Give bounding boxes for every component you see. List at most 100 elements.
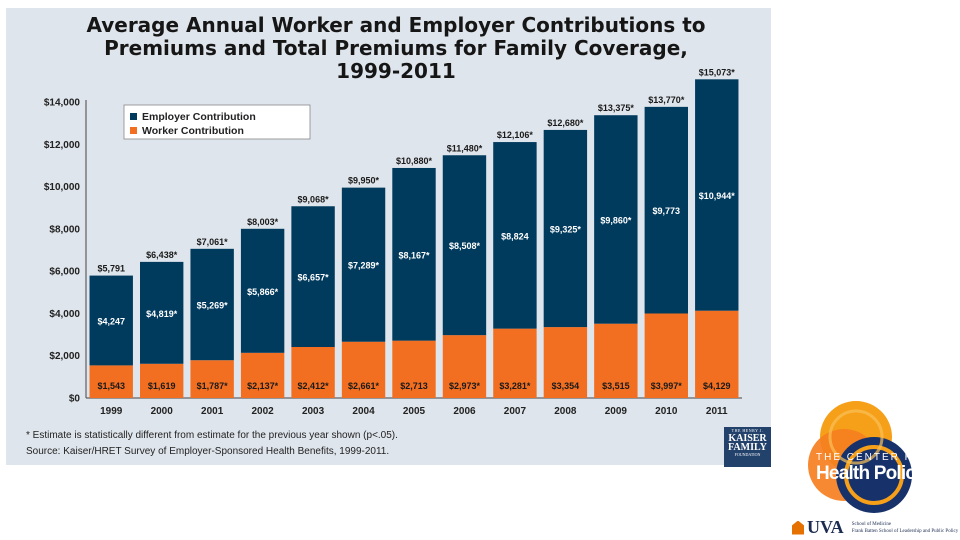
x-tick-label: 2011 bbox=[706, 406, 728, 417]
total-label: $13,375* bbox=[598, 103, 635, 113]
bar-worker-2007 bbox=[493, 328, 537, 398]
kaiser-family-foundation-logo: THE HENRY J. KAISER FAMILY FOUNDATION bbox=[724, 427, 771, 467]
x-tick-label: 2008 bbox=[554, 406, 577, 417]
total-label: $8,003* bbox=[247, 217, 279, 227]
title-line-1: Average Annual Worker and Employer Contr… bbox=[86, 13, 706, 37]
x-tick-label: 2006 bbox=[453, 406, 476, 417]
bar-employer-2005 bbox=[392, 167, 436, 341]
uva-logo: UVA School of Medicine Frank Batten Scho… bbox=[792, 517, 958, 538]
x-tick-label: 1999 bbox=[100, 406, 123, 417]
legend-box bbox=[123, 104, 311, 140]
bar-worker-2003 bbox=[291, 347, 335, 398]
center-logo-line-1: THE CENTER FOR bbox=[816, 452, 932, 463]
bar-employer-2000 bbox=[139, 261, 184, 364]
worker-value-label: $2,713 bbox=[400, 381, 428, 391]
employer-value-label: $10,944* bbox=[699, 191, 736, 201]
y-tick-label: $8,000 bbox=[49, 224, 80, 235]
kff-logo-line-4: FOUNDATION bbox=[734, 452, 761, 457]
uva-school-line-2: Frank Batten School of Leadership and Pu… bbox=[851, 528, 959, 534]
total-label: $12,680* bbox=[547, 118, 584, 128]
bar-worker-1999 bbox=[89, 365, 133, 398]
bar-worker-2004 bbox=[341, 341, 386, 398]
bar-employer-2008 bbox=[543, 129, 588, 328]
employer-value-label: $8,167* bbox=[398, 250, 430, 260]
x-tick-label: 2003 bbox=[302, 406, 325, 417]
total-label: $9,950* bbox=[348, 176, 380, 186]
worker-value-label: $3,281* bbox=[499, 381, 531, 391]
legend-label: Employer Contribution bbox=[142, 111, 256, 123]
total-label: $7,061* bbox=[197, 237, 229, 247]
employer-value-label: $8,824 bbox=[501, 231, 529, 241]
employer-value-label: $4,819* bbox=[146, 309, 178, 319]
bar-worker-2010 bbox=[644, 313, 689, 398]
kff-logo-line-3: FAMILY bbox=[728, 442, 767, 453]
total-label: $13,770* bbox=[648, 95, 685, 105]
worker-value-label: $1,787* bbox=[197, 381, 229, 391]
total-label: $10,880* bbox=[396, 156, 433, 166]
bar-employer-2004 bbox=[341, 187, 386, 342]
employer-value-label: $8,508* bbox=[449, 241, 481, 251]
employer-value-label: $7,289* bbox=[348, 261, 380, 271]
y-tick-label: $2,000 bbox=[49, 351, 80, 362]
employer-value-label: $9,860* bbox=[600, 215, 632, 225]
footnote-significance: * Estimate is statistically different fr… bbox=[26, 430, 398, 441]
employer-value-label: $4,247 bbox=[97, 316, 125, 326]
chart-title: Average Annual Worker and Employer Contr… bbox=[6, 14, 786, 83]
worker-value-label: $2,137* bbox=[247, 381, 279, 391]
worker-value-label: $4,129 bbox=[703, 381, 731, 391]
total-label: $6,438* bbox=[146, 250, 178, 260]
stacked-bar-chart: $0 $2,000 $4,000 $6,000 $8,000 $10,000 $12,000… bbox=[44, 67, 742, 417]
employer-value-label: $9,773 bbox=[653, 206, 681, 216]
bar-employer-2001 bbox=[190, 248, 234, 361]
bar-employer-2010 bbox=[644, 106, 689, 314]
x-tick-label: 2005 bbox=[403, 406, 426, 417]
worker-value-label: $3,515 bbox=[602, 381, 630, 391]
y-tick-label: $6,000 bbox=[49, 267, 80, 278]
bar-employer-2009 bbox=[594, 115, 638, 324]
legend-swatch bbox=[130, 113, 137, 120]
x-tick-label: 2000 bbox=[151, 406, 174, 417]
title-line-2: Premiums and Total Premiums for Family C… bbox=[104, 36, 688, 60]
chart-slide: Average Annual Worker and Employer Contr… bbox=[6, 8, 771, 467]
total-label: $9,068* bbox=[298, 194, 330, 204]
bar-worker-2002 bbox=[240, 352, 285, 398]
y-tick-label: $4,000 bbox=[49, 309, 80, 320]
y-tick-label: $14,000 bbox=[44, 98, 81, 109]
total-label: $12,106* bbox=[497, 130, 534, 140]
uva-school-names: School of Medicine Frank Batten School o… bbox=[852, 521, 959, 535]
total-label: $5,791 bbox=[97, 264, 125, 274]
worker-value-label: $3,997* bbox=[651, 381, 683, 391]
center-logo-line-2: Health Policy bbox=[816, 463, 926, 484]
worker-value-label: $2,973* bbox=[449, 381, 481, 391]
x-tick-label: 2001 bbox=[201, 406, 224, 417]
employer-value-label: $5,269* bbox=[197, 301, 229, 311]
worker-value-label: $3,354 bbox=[552, 381, 580, 391]
x-tick-label: 2009 bbox=[605, 406, 628, 417]
kff-logo-line-2: KAISER bbox=[728, 433, 767, 444]
y-tick-label: $0 bbox=[69, 394, 81, 405]
center-for-health-policy-logo bbox=[808, 401, 912, 513]
y-tick-label: $10,000 bbox=[44, 182, 81, 193]
bar-employer-2007 bbox=[493, 142, 537, 329]
legend-swatch bbox=[130, 127, 137, 134]
uva-school-line-1: School of Medicine bbox=[851, 521, 892, 527]
employer-value-label: $9,325* bbox=[550, 225, 582, 235]
bar-worker-2008 bbox=[543, 327, 588, 398]
x-tick-label: 2002 bbox=[251, 406, 274, 417]
bar-employer-2011 bbox=[695, 79, 739, 311]
legend-label: Worker Contribution bbox=[142, 125, 244, 137]
footnote-source: Source: Kaiser/HRET Survey of Employer-S… bbox=[26, 446, 390, 457]
bar-worker-2005 bbox=[392, 340, 436, 398]
bar-employer-2006 bbox=[442, 155, 487, 336]
employer-value-label: $5,866* bbox=[247, 287, 279, 297]
bar-worker-2000 bbox=[139, 363, 184, 398]
worker-value-label: $1,619 bbox=[148, 381, 176, 391]
x-tick-label: 2004 bbox=[352, 406, 375, 417]
worker-value-label: $1,543 bbox=[97, 381, 125, 391]
worker-value-label: $2,412* bbox=[298, 381, 330, 391]
y-tick-label: $12,000 bbox=[44, 140, 81, 151]
x-tick-label: 2010 bbox=[655, 406, 678, 417]
total-label: $15,073* bbox=[699, 67, 736, 77]
title-line-3: 1999-2011 bbox=[336, 59, 456, 83]
uva-wordmark: UVA bbox=[807, 517, 844, 537]
